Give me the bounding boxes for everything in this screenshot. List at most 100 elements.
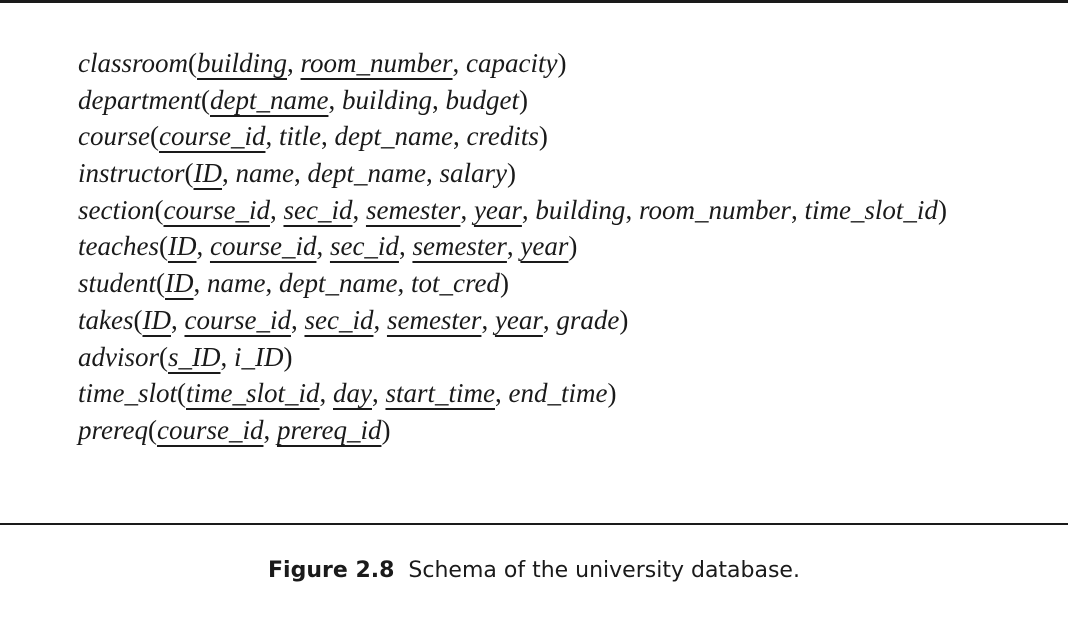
- comma-separator: ,: [431, 84, 446, 115]
- relation-name: instructor: [78, 158, 185, 189]
- comma-separator: ,: [790, 194, 805, 225]
- open-paren: (: [154, 194, 164, 225]
- schema-line-department: department(dept_name, building, budget): [78, 82, 947, 119]
- close-paren: ): [557, 48, 567, 78]
- primary-key-attribute: course_id: [209, 231, 317, 262]
- primary-key-attribute: semester: [386, 304, 482, 335]
- comma-separator: ,: [294, 158, 308, 189]
- comma-separator: ,: [495, 378, 509, 409]
- comma-separator: ,: [269, 194, 284, 225]
- primary-key-attribute: room_number: [300, 48, 453, 78]
- attribute: building: [341, 84, 432, 115]
- primary-key-attribute: sec_id: [304, 304, 374, 335]
- attribute: tot_cred: [410, 268, 500, 299]
- close-paren: ): [506, 158, 516, 189]
- comma-separator: ,: [452, 48, 467, 78]
- open-paren: (: [159, 341, 168, 372]
- comma-separator: ,: [371, 378, 386, 409]
- primary-key-attribute: ID: [142, 304, 171, 335]
- relation-name: time_slot: [78, 378, 177, 409]
- open-paren: (: [188, 48, 198, 78]
- close-paren: ): [607, 378, 617, 409]
- comma-separator: ,: [263, 414, 277, 445]
- primary-key-attribute: sec_id: [329, 231, 399, 262]
- close-paren: ): [499, 268, 509, 299]
- attribute: name: [235, 158, 294, 189]
- open-paren: (: [156, 268, 165, 299]
- schema-line-classroom: classroom(building, room_number, capacit…: [78, 45, 947, 82]
- close-paren: ): [283, 341, 293, 372]
- schema-line-instructor: instructor(ID, name, dept_name, salary): [78, 155, 947, 192]
- comma-separator: ,: [481, 304, 495, 335]
- relation-name: course: [78, 121, 150, 152]
- schema-list: classroom(building, room_number, capacit…: [78, 45, 947, 449]
- figure-caption-text: Schema of the university database.: [408, 558, 800, 583]
- primary-key-attribute: course_id: [163, 194, 270, 225]
- relation-name: teaches: [78, 231, 159, 262]
- relation-name: advisor: [78, 341, 159, 372]
- primary-key-attribute: building: [197, 48, 288, 78]
- schema-line-prereq: prereq(course_id, prereq_id): [78, 412, 947, 449]
- open-paren: (: [158, 231, 168, 262]
- close-paren: ): [937, 194, 947, 225]
- attribute: time_slot_id: [804, 194, 938, 225]
- schema-line-time-slot: time_slot(time_slot_id, day, start_time,…: [78, 375, 947, 412]
- relation-name: department: [78, 84, 201, 115]
- comma-separator: ,: [290, 304, 305, 335]
- schema-line-teaches: teaches(ID, course_id, sec_id, semester,…: [78, 228, 947, 265]
- comma-separator: ,: [452, 121, 467, 152]
- schema-line-section: section(course_id, sec_id, semester, yea…: [78, 192, 947, 229]
- comma-separator: ,: [170, 304, 185, 335]
- close-paren: ): [518, 84, 528, 115]
- comma-separator: ,: [316, 231, 330, 262]
- attribute: i_ID: [234, 341, 284, 372]
- primary-key-attribute: ID: [165, 268, 194, 299]
- close-paren: ): [381, 414, 391, 445]
- schema-line-student: student(ID, name, dept_name, tot_cred): [78, 265, 947, 302]
- attribute: budget: [445, 84, 519, 115]
- comma-separator: ,: [352, 194, 366, 225]
- comma-separator: ,: [287, 48, 301, 78]
- attribute: grade: [556, 304, 620, 335]
- primary-key-attribute: dept_name: [209, 84, 329, 115]
- schema-line-advisor: advisor(s_ID, i_ID): [78, 339, 947, 376]
- attribute: salary: [439, 158, 507, 189]
- open-paren: (: [147, 414, 157, 445]
- comma-separator: ,: [196, 231, 210, 262]
- relation-name: student: [78, 268, 156, 299]
- primary-key-attribute: s_ID: [168, 341, 221, 372]
- open-paren: (: [177, 378, 186, 409]
- close-paren: ): [619, 304, 629, 335]
- primary-key-attribute: semester: [412, 231, 507, 262]
- open-paren: (: [133, 304, 143, 335]
- primary-key-attribute: time_slot_id: [186, 378, 320, 409]
- attribute: dept_name: [307, 158, 426, 189]
- attribute: dept_name: [278, 268, 398, 299]
- primary-key-attribute: start_time: [385, 378, 495, 409]
- primary-key-attribute: ID: [193, 158, 223, 189]
- primary-key-attribute: year: [494, 304, 543, 335]
- figure-label: Figure 2.8: [268, 558, 395, 583]
- comma-separator: ,: [220, 341, 234, 372]
- attribute: credits: [466, 121, 539, 152]
- comma-separator: ,: [265, 268, 279, 299]
- relation-name: takes: [78, 304, 134, 335]
- comma-separator: ,: [425, 158, 440, 189]
- primary-key-attribute: year: [473, 194, 522, 225]
- comma-separator: ,: [398, 231, 413, 262]
- top-rule: [0, 0, 1068, 3]
- open-paren: (: [200, 84, 210, 115]
- open-paren: (: [184, 158, 194, 189]
- attribute: name: [207, 268, 266, 299]
- comma-separator: ,: [319, 378, 333, 409]
- relation-name: classroom: [78, 48, 189, 78]
- attribute: end_time: [508, 378, 608, 409]
- primary-key-attribute: ID: [167, 231, 197, 262]
- primary-key-attribute: sec_id: [283, 194, 353, 225]
- comma-separator: ,: [506, 231, 521, 262]
- schema-line-takes: takes(ID, course_id, sec_id, semester, y…: [78, 302, 947, 339]
- primary-key-attribute: day: [333, 378, 372, 409]
- comma-separator: ,: [397, 268, 411, 299]
- open-paren: (: [149, 121, 159, 152]
- attribute: room_number: [638, 194, 791, 225]
